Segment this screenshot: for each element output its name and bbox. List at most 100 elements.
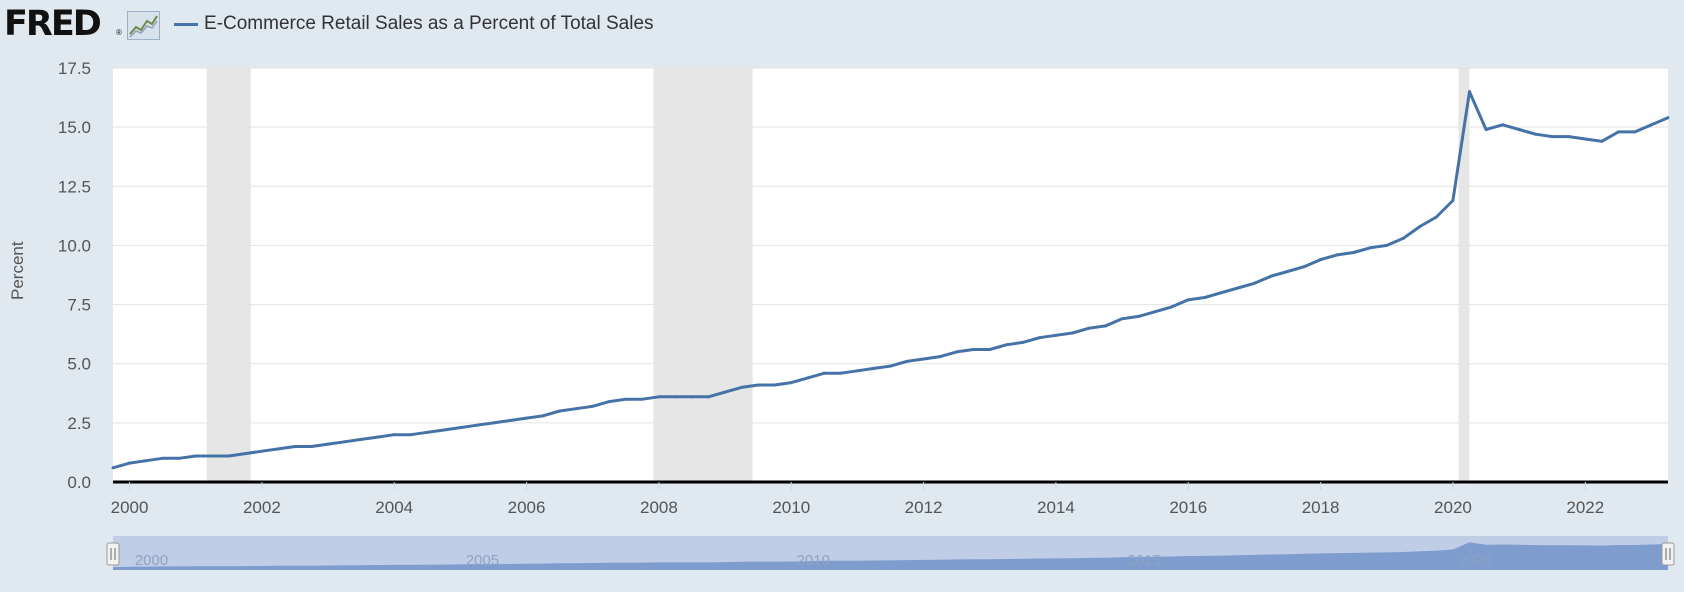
data-point[interactable] bbox=[1600, 139, 1604, 143]
data-point[interactable] bbox=[839, 371, 843, 375]
data-point[interactable] bbox=[673, 395, 677, 399]
data-point[interactable] bbox=[1120, 317, 1124, 321]
data-point[interactable] bbox=[1203, 295, 1207, 299]
data-point[interactable] bbox=[988, 348, 992, 352]
data-point[interactable] bbox=[508, 418, 512, 422]
data-point[interactable] bbox=[1054, 333, 1058, 337]
fred-logo[interactable]: FRED bbox=[4, 4, 102, 44]
data-point[interactable] bbox=[1401, 236, 1405, 240]
data-point[interactable] bbox=[177, 456, 181, 460]
data-point[interactable] bbox=[1567, 135, 1571, 139]
data-point[interactable] bbox=[922, 357, 926, 361]
data-point[interactable] bbox=[955, 350, 959, 354]
data-point[interactable] bbox=[326, 442, 330, 446]
data-point[interactable] bbox=[789, 381, 793, 385]
data-point[interactable] bbox=[1037, 336, 1041, 340]
data-point[interactable] bbox=[1534, 132, 1538, 136]
data-point[interactable] bbox=[1286, 269, 1290, 273]
data-point[interactable] bbox=[640, 397, 644, 401]
data-point[interactable] bbox=[243, 452, 247, 456]
data-point[interactable] bbox=[558, 409, 562, 413]
data-point[interactable] bbox=[1649, 123, 1653, 127]
data-point[interactable] bbox=[1616, 130, 1620, 134]
data-point[interactable] bbox=[657, 395, 661, 399]
data-point[interactable] bbox=[376, 435, 380, 439]
data-point[interactable] bbox=[1451, 198, 1455, 202]
data-point[interactable] bbox=[1517, 128, 1521, 132]
data-point[interactable] bbox=[392, 433, 396, 437]
data-point[interactable] bbox=[707, 395, 711, 399]
data-point[interactable] bbox=[525, 416, 529, 420]
data-point[interactable] bbox=[1137, 314, 1141, 318]
data-point[interactable] bbox=[1335, 253, 1339, 257]
data-point[interactable] bbox=[1633, 130, 1637, 134]
data-point[interactable] bbox=[260, 449, 264, 453]
data-point[interactable] bbox=[773, 383, 777, 387]
data-point[interactable] bbox=[409, 433, 413, 437]
data-point[interactable] bbox=[1550, 135, 1554, 139]
data-point[interactable] bbox=[491, 421, 495, 425]
data-point[interactable] bbox=[1368, 246, 1372, 250]
data-point[interactable] bbox=[128, 461, 132, 465]
data-point[interactable] bbox=[1236, 286, 1240, 290]
data-point[interactable] bbox=[144, 459, 148, 463]
data-point[interactable] bbox=[690, 395, 694, 399]
data-point[interactable] bbox=[855, 369, 859, 373]
data-point[interactable] bbox=[227, 454, 231, 458]
data-point[interactable] bbox=[1087, 326, 1091, 330]
data-point[interactable] bbox=[971, 348, 975, 352]
data-point[interactable] bbox=[1418, 225, 1422, 229]
data-point[interactable] bbox=[740, 385, 744, 389]
data-point[interactable] bbox=[343, 440, 347, 444]
data-point[interactable] bbox=[194, 454, 198, 458]
data-point[interactable] bbox=[1104, 324, 1108, 328]
data-point[interactable] bbox=[889, 364, 892, 368]
data-point[interactable] bbox=[276, 447, 280, 451]
data-point[interactable] bbox=[161, 456, 165, 460]
data-point[interactable] bbox=[359, 437, 363, 441]
data-point[interactable] bbox=[938, 355, 942, 359]
data-point[interactable] bbox=[591, 404, 595, 408]
data-point[interactable] bbox=[1484, 128, 1488, 132]
data-point[interactable] bbox=[1170, 305, 1174, 309]
data-point[interactable] bbox=[1385, 243, 1389, 247]
data-point[interactable] bbox=[1252, 281, 1256, 285]
data-point[interactable] bbox=[541, 414, 545, 418]
data-point[interactable] bbox=[1219, 291, 1223, 295]
data-point[interactable] bbox=[1666, 116, 1670, 120]
data-point[interactable] bbox=[1319, 258, 1323, 262]
data-point[interactable] bbox=[822, 371, 826, 375]
data-point[interactable] bbox=[210, 454, 214, 458]
data-point[interactable] bbox=[442, 428, 446, 432]
data-point[interactable] bbox=[111, 466, 115, 470]
data-point[interactable] bbox=[905, 359, 909, 363]
data-point[interactable] bbox=[1004, 343, 1008, 347]
data-point[interactable] bbox=[458, 426, 462, 430]
data-point[interactable] bbox=[1153, 310, 1157, 314]
data-point[interactable] bbox=[806, 376, 810, 380]
data-point[interactable] bbox=[756, 383, 760, 387]
data-point[interactable] bbox=[310, 445, 314, 449]
data-point[interactable] bbox=[1501, 123, 1505, 127]
data-point[interactable] bbox=[723, 390, 727, 394]
data-point[interactable] bbox=[1583, 137, 1587, 141]
navigator-left-handle[interactable] bbox=[106, 542, 120, 566]
data-point[interactable] bbox=[1302, 265, 1306, 269]
data-point[interactable] bbox=[1186, 298, 1190, 302]
data-point[interactable] bbox=[1352, 251, 1356, 255]
data-point[interactable] bbox=[1269, 274, 1273, 278]
data-point[interactable] bbox=[1021, 340, 1025, 344]
data-point[interactable] bbox=[624, 397, 628, 401]
data-point[interactable] bbox=[872, 366, 876, 370]
range-navigator[interactable]: 2000 2005 2010 2015 2020 bbox=[106, 536, 1675, 570]
data-point[interactable] bbox=[607, 400, 611, 404]
data-point[interactable] bbox=[1434, 215, 1438, 219]
data-point[interactable] bbox=[425, 430, 429, 434]
data-point[interactable] bbox=[293, 445, 297, 449]
data-point[interactable] bbox=[1070, 331, 1074, 335]
data-point[interactable] bbox=[1467, 90, 1471, 94]
navigator-right-handle[interactable] bbox=[1661, 542, 1675, 566]
data-point[interactable] bbox=[574, 407, 578, 411]
legend-series-label[interactable]: E-Commerce Retail Sales as a Percent of … bbox=[204, 13, 654, 34]
data-point[interactable] bbox=[475, 423, 479, 427]
